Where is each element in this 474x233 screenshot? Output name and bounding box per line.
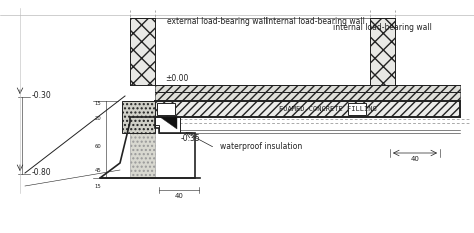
Text: 45: 45 [95,168,101,173]
Text: FOAMED-CONCRETE FILLING: FOAMED-CONCRETE FILLING [279,106,376,112]
Text: 20: 20 [95,116,101,121]
Text: 40: 40 [410,156,419,162]
Bar [155,92,460,101]
Bar [155,85,460,92]
Polygon shape [155,117,180,133]
Text: ±0.00: ±0.00 [165,74,188,83]
Text: internal load-bearing wall: internal load-bearing wall [333,23,432,32]
Bar [370,18,395,85]
Bar [130,117,155,178]
Text: -0.80: -0.80 [32,168,52,177]
Text: external load-bearing wall: external load-bearing wall [167,17,268,26]
Bar [348,103,366,115]
Text: 40: 40 [174,193,183,199]
Text: waterproof insulation: waterproof insulation [220,142,302,151]
Text: -0.35: -0.35 [181,134,201,143]
Bar [130,18,155,85]
Bar [122,101,155,133]
Text: -0.30: -0.30 [32,91,52,100]
Bar [157,103,175,115]
Text: 15: 15 [95,101,101,106]
Text: 60: 60 [95,144,101,149]
Text: internal load-bearing wall: internal load-bearing wall [266,17,365,26]
Bar [155,101,460,117]
Text: 15: 15 [95,184,101,189]
Polygon shape [160,117,177,129]
